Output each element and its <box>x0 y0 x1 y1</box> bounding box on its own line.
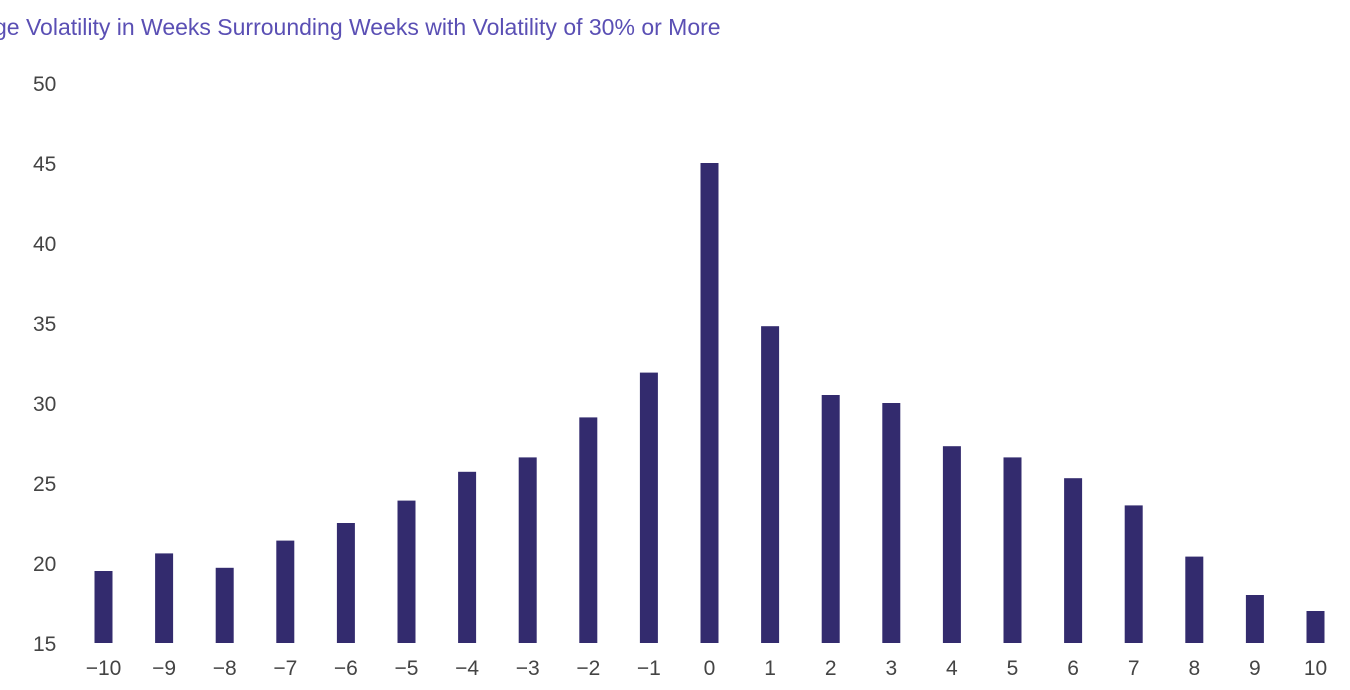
bar <box>1245 595 1264 643</box>
x-tick-label: −10 <box>86 657 122 680</box>
bar <box>155 553 174 643</box>
x-axis-ticks: −10 −9 −8 −7 −6 −5 −4 −3 −2 −1 0 1 2 3 4 5 6 7 8 9 10 <box>86 657 1327 680</box>
bar <box>1003 457 1022 643</box>
x-tick-label: −2 <box>576 657 600 680</box>
x-tick-label: 4 <box>946 657 958 680</box>
x-tick-label: −6 <box>334 657 358 680</box>
x-tick-label: 9 <box>1249 657 1261 680</box>
y-tick-label: 50 <box>33 73 56 96</box>
bar <box>1124 505 1143 643</box>
x-tick-label: 6 <box>1067 657 1079 680</box>
bars <box>94 163 1325 643</box>
x-tick-label: 5 <box>1007 657 1019 680</box>
bar <box>94 571 113 643</box>
bar <box>942 446 961 643</box>
bar <box>397 500 416 643</box>
bar <box>1064 478 1083 643</box>
x-tick-label: −9 <box>152 657 176 680</box>
y-tick-label: 30 <box>33 393 56 416</box>
bar <box>1185 556 1204 643</box>
x-tick-label: 2 <box>825 657 837 680</box>
bar <box>215 567 234 643</box>
x-tick-label: −4 <box>455 657 479 680</box>
bar <box>336 523 355 643</box>
y-tick-label: 35 <box>33 313 56 336</box>
y-tick-label: 40 <box>33 233 56 256</box>
chart-title: ge Volatility in Weeks Surrounding Weeks… <box>0 14 721 40</box>
bar <box>821 395 840 643</box>
bar <box>276 540 295 643</box>
x-tick-label: −7 <box>273 657 297 680</box>
bar <box>518 457 537 643</box>
bar <box>458 471 477 643</box>
bar <box>700 163 719 643</box>
y-tick-label: 45 <box>33 153 56 176</box>
x-tick-label: −1 <box>637 657 661 680</box>
x-tick-label: 10 <box>1304 657 1327 680</box>
x-tick-label: 0 <box>704 657 716 680</box>
x-tick-label: −3 <box>516 657 540 680</box>
bar <box>579 417 598 643</box>
y-tick-label: 20 <box>33 553 56 576</box>
x-tick-label: 1 <box>764 657 776 680</box>
bar <box>882 403 901 643</box>
bar <box>761 326 780 643</box>
x-tick-label: 8 <box>1188 657 1200 680</box>
bar <box>1306 611 1325 643</box>
y-tick-label: 25 <box>33 473 56 496</box>
y-axis-ticks: 15 20 25 30 35 40 45 50 <box>33 73 56 656</box>
y-tick-label: 15 <box>33 633 56 656</box>
x-tick-label: 3 <box>885 657 897 680</box>
x-tick-label: 7 <box>1128 657 1140 680</box>
bar <box>639 372 658 643</box>
x-tick-label: −5 <box>395 657 419 680</box>
x-tick-label: −8 <box>213 657 237 680</box>
